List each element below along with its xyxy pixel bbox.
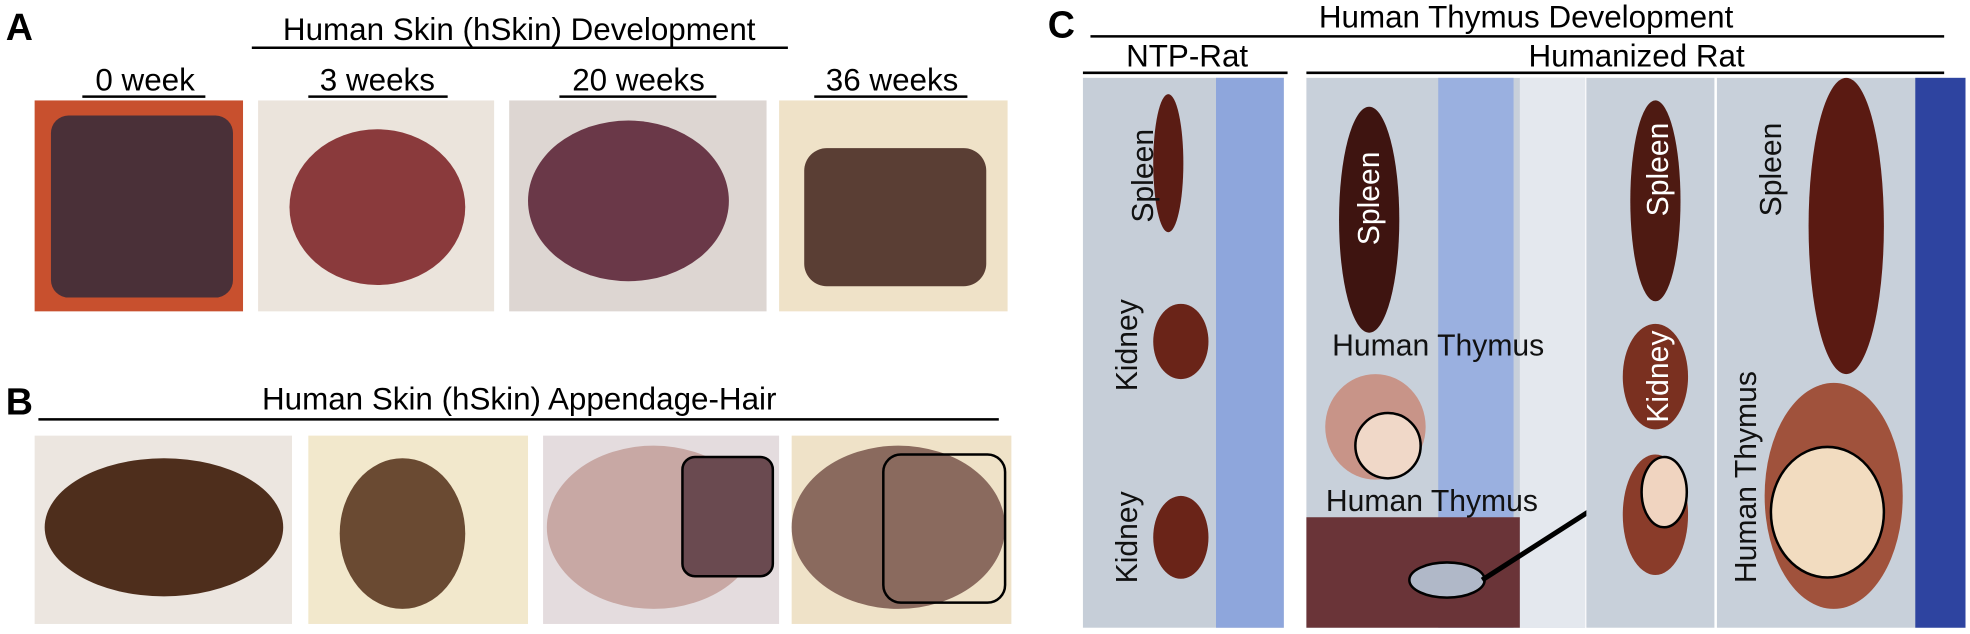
photo	[1306, 77, 1635, 628]
photo	[509, 100, 767, 312]
organ-label: Human Thymus	[1730, 371, 1763, 583]
organ-label: Kidney	[1111, 491, 1144, 583]
organ-label: Spleen	[1353, 151, 1386, 245]
photo	[1586, 77, 1715, 628]
photo	[258, 100, 495, 312]
panel-label: A	[6, 6, 33, 48]
timepoint-label: 36 weeks	[826, 62, 959, 97]
photo	[791, 435, 1012, 624]
organ-label: Human Thymus	[1326, 485, 1538, 518]
photo	[779, 100, 1008, 312]
photo	[308, 435, 529, 624]
panel-label: B	[6, 380, 33, 422]
photo	[34, 435, 292, 624]
timepoint-label: 20 weeks	[572, 62, 705, 97]
organ-label: Spleen	[1642, 123, 1675, 217]
photo	[34, 100, 244, 312]
timepoint-label: 3 weeks	[320, 62, 435, 97]
panel-title: Human Skin (hSkin) Appendage-Hair	[262, 381, 776, 416]
group-label: Humanized Rat	[1528, 39, 1745, 74]
organ-label: Spleen	[1127, 129, 1160, 223]
group-label: NTP-Rat	[1126, 39, 1248, 74]
panel-title: Human Thymus Development	[1319, 0, 1734, 35]
organ-label: Kidney	[1111, 299, 1144, 391]
organ-label: Human Thymus	[1332, 329, 1544, 362]
panel-title: Human Skin (hSkin) Development	[283, 12, 756, 47]
photo	[1716, 77, 1966, 628]
panel-label: C	[1048, 4, 1075, 46]
organ-label: Kidney	[1642, 331, 1675, 423]
organ-label: Spleen	[1755, 123, 1788, 217]
photo	[543, 435, 780, 624]
photo	[1082, 77, 1284, 628]
timepoint-label: 0 week	[95, 62, 195, 97]
